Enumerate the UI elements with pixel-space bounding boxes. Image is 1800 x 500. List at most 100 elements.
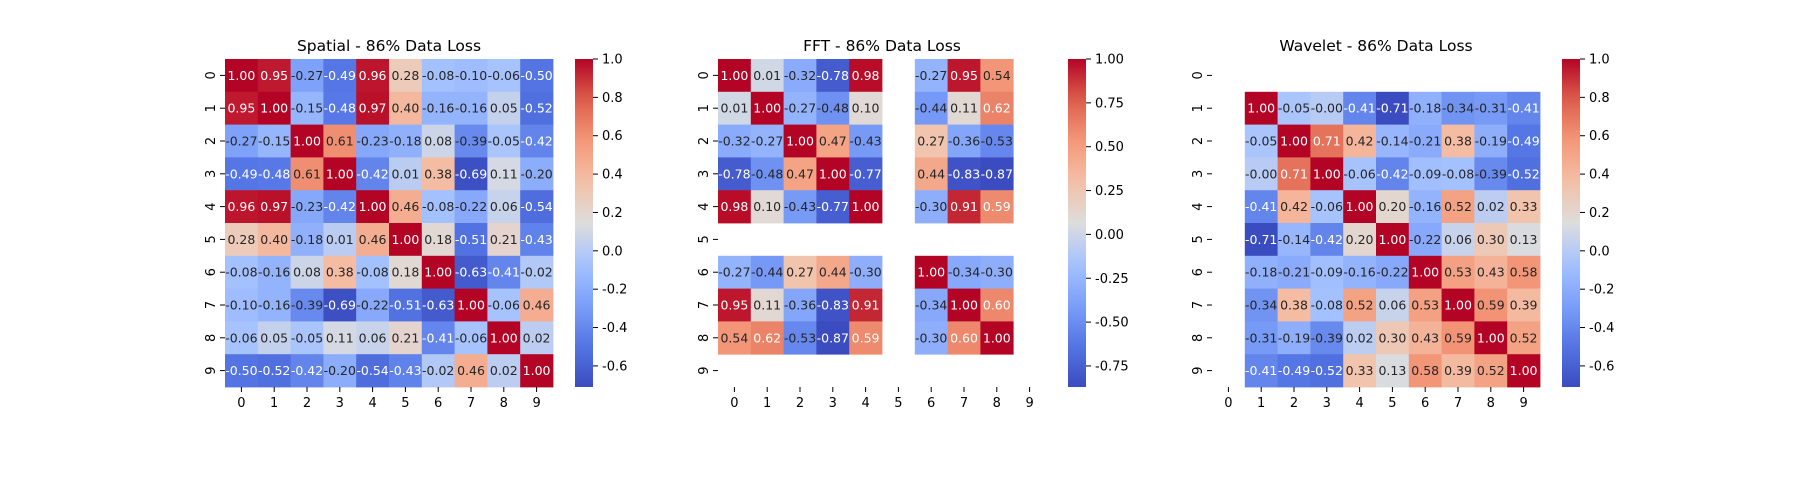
cell-value-label: 0.40 xyxy=(260,232,288,247)
cell-value-label: -0.52 xyxy=(258,363,290,378)
cell-value-label: 0.62 xyxy=(753,330,781,345)
heatmap-cell xyxy=(1474,124,1508,158)
heatmap-cell xyxy=(225,91,259,125)
cell-value-label: -0.14 xyxy=(1278,232,1310,247)
y-tick-label: 6 xyxy=(1191,268,1206,276)
cell-value-label: -0.71 xyxy=(1376,101,1408,116)
cell-value-label: 0.46 xyxy=(391,199,419,214)
heatmap-cell xyxy=(914,255,948,289)
cell-value-label: 0.53 xyxy=(1411,298,1439,313)
heatmap-cell xyxy=(487,354,521,388)
heatmap-cell xyxy=(487,59,521,93)
heatmap-cell xyxy=(487,124,521,158)
heatmap-cell xyxy=(323,288,357,322)
cell-value-label: 0.46 xyxy=(359,232,387,247)
heatmap-cell xyxy=(849,59,883,93)
cell-value-label: -0.49 xyxy=(1507,134,1539,149)
cell-value-label: 1.00 xyxy=(983,330,1011,345)
y-tick-label: 2 xyxy=(697,137,712,145)
heatmap-cell xyxy=(750,91,784,125)
heatmap-cell xyxy=(389,354,423,388)
heatmap-cell xyxy=(520,223,554,257)
heatmap-cell xyxy=(1277,288,1311,322)
heatmap-cell xyxy=(290,157,324,191)
heatmap-cell xyxy=(290,223,324,257)
heatmap-cell xyxy=(947,321,981,355)
cell-value-label: 0.52 xyxy=(1444,199,1472,214)
colorbar-tick-label: -0.75 xyxy=(1095,359,1129,374)
x-tick-label: 1 xyxy=(763,396,771,411)
heatmap-cell xyxy=(1376,223,1410,257)
cell-value-label: -0.52 xyxy=(1507,166,1539,181)
cell-value-label: -0.22 xyxy=(1409,232,1441,247)
heatmap-cell xyxy=(454,91,488,125)
heatmap-cell xyxy=(1277,223,1311,257)
cell-value-label: -0.34 xyxy=(915,298,947,313)
heatmap-cell xyxy=(849,190,883,224)
cell-value-label: -0.41 xyxy=(1507,101,1539,116)
heatmap-cell xyxy=(1474,255,1508,289)
cell-value-label: -0.39 xyxy=(291,298,323,313)
cell-value-label: 0.28 xyxy=(227,232,255,247)
cell-value-label: -0.27 xyxy=(225,134,257,149)
cell-value-label: 1.00 xyxy=(227,68,255,83)
heatmap-cell xyxy=(454,223,488,257)
cell-value-label: -0.39 xyxy=(455,134,487,149)
cell-value-label: -0.20 xyxy=(520,166,552,181)
heatmap-cell xyxy=(849,321,883,355)
cell-value-label: 0.01 xyxy=(720,101,748,116)
x-tick-label: 3 xyxy=(829,396,837,411)
cell-value-label: 0.08 xyxy=(293,265,321,280)
cell-value-label: 0.42 xyxy=(1346,134,1374,149)
cell-value-label: -0.06 xyxy=(225,330,257,345)
heatmap-cell xyxy=(914,288,948,322)
heatmap-cell xyxy=(421,255,455,289)
heatmap-cell xyxy=(520,59,554,93)
colorbar-tick-label: 1.00 xyxy=(1095,53,1124,68)
x-tick-label: 5 xyxy=(401,396,409,411)
cell-value-label: 1.00 xyxy=(1411,265,1439,280)
cell-value-label: -0.42 xyxy=(291,363,323,378)
heatmap-cell xyxy=(816,91,850,125)
heatmap-cell xyxy=(718,255,752,289)
cell-value-label: 0.58 xyxy=(1411,363,1439,378)
cell-value-label: 0.95 xyxy=(720,298,748,313)
cell-value-label: 0.21 xyxy=(391,330,419,345)
cell-value-label: 1.00 xyxy=(1510,363,1538,378)
cell-value-label: -0.16 xyxy=(258,265,290,280)
cell-value-label: 0.13 xyxy=(1510,232,1538,247)
y-tick-label: 1 xyxy=(1191,104,1206,112)
y-tick-label: 2 xyxy=(204,137,219,145)
cell-value-label: -0.08 xyxy=(225,265,257,280)
cell-value-label: 0.91 xyxy=(950,199,978,214)
heatmap-cell xyxy=(849,124,883,158)
cell-value-label: 0.28 xyxy=(391,68,419,83)
heatmap-cell xyxy=(1244,157,1278,191)
heatmap-cell xyxy=(257,91,291,125)
heatmap-cell xyxy=(1277,124,1311,158)
cell-value-label: -0.44 xyxy=(915,101,947,116)
heatmap-cell xyxy=(290,354,324,388)
heatmap-cell xyxy=(1310,321,1344,355)
heatmap-cell xyxy=(1244,321,1278,355)
cell-value-label: 0.96 xyxy=(359,68,387,83)
cell-value-label: -0.63 xyxy=(455,265,487,280)
x-tick-label: 8 xyxy=(1487,396,1495,411)
heatmap-cell xyxy=(323,59,357,93)
heatmap-cell xyxy=(356,91,390,125)
x-tick-label: 3 xyxy=(336,396,344,411)
cell-value-label: 0.06 xyxy=(1444,232,1472,247)
cell-value-label: 0.95 xyxy=(227,101,255,116)
cell-value-label: -0.05 xyxy=(1245,134,1277,149)
cell-value-label: 0.97 xyxy=(359,101,387,116)
heatmap-cell xyxy=(421,288,455,322)
cell-value-label: 1.00 xyxy=(1280,134,1308,149)
heatmap-cell xyxy=(1277,157,1311,191)
heatmap-cell xyxy=(389,190,423,224)
cell-value-label: -0.32 xyxy=(718,134,750,149)
cell-value-label: 0.47 xyxy=(819,134,847,149)
cell-value-label: -0.42 xyxy=(1311,232,1343,247)
heatmap-cell xyxy=(225,354,259,388)
y-tick-label: 3 xyxy=(204,170,219,178)
